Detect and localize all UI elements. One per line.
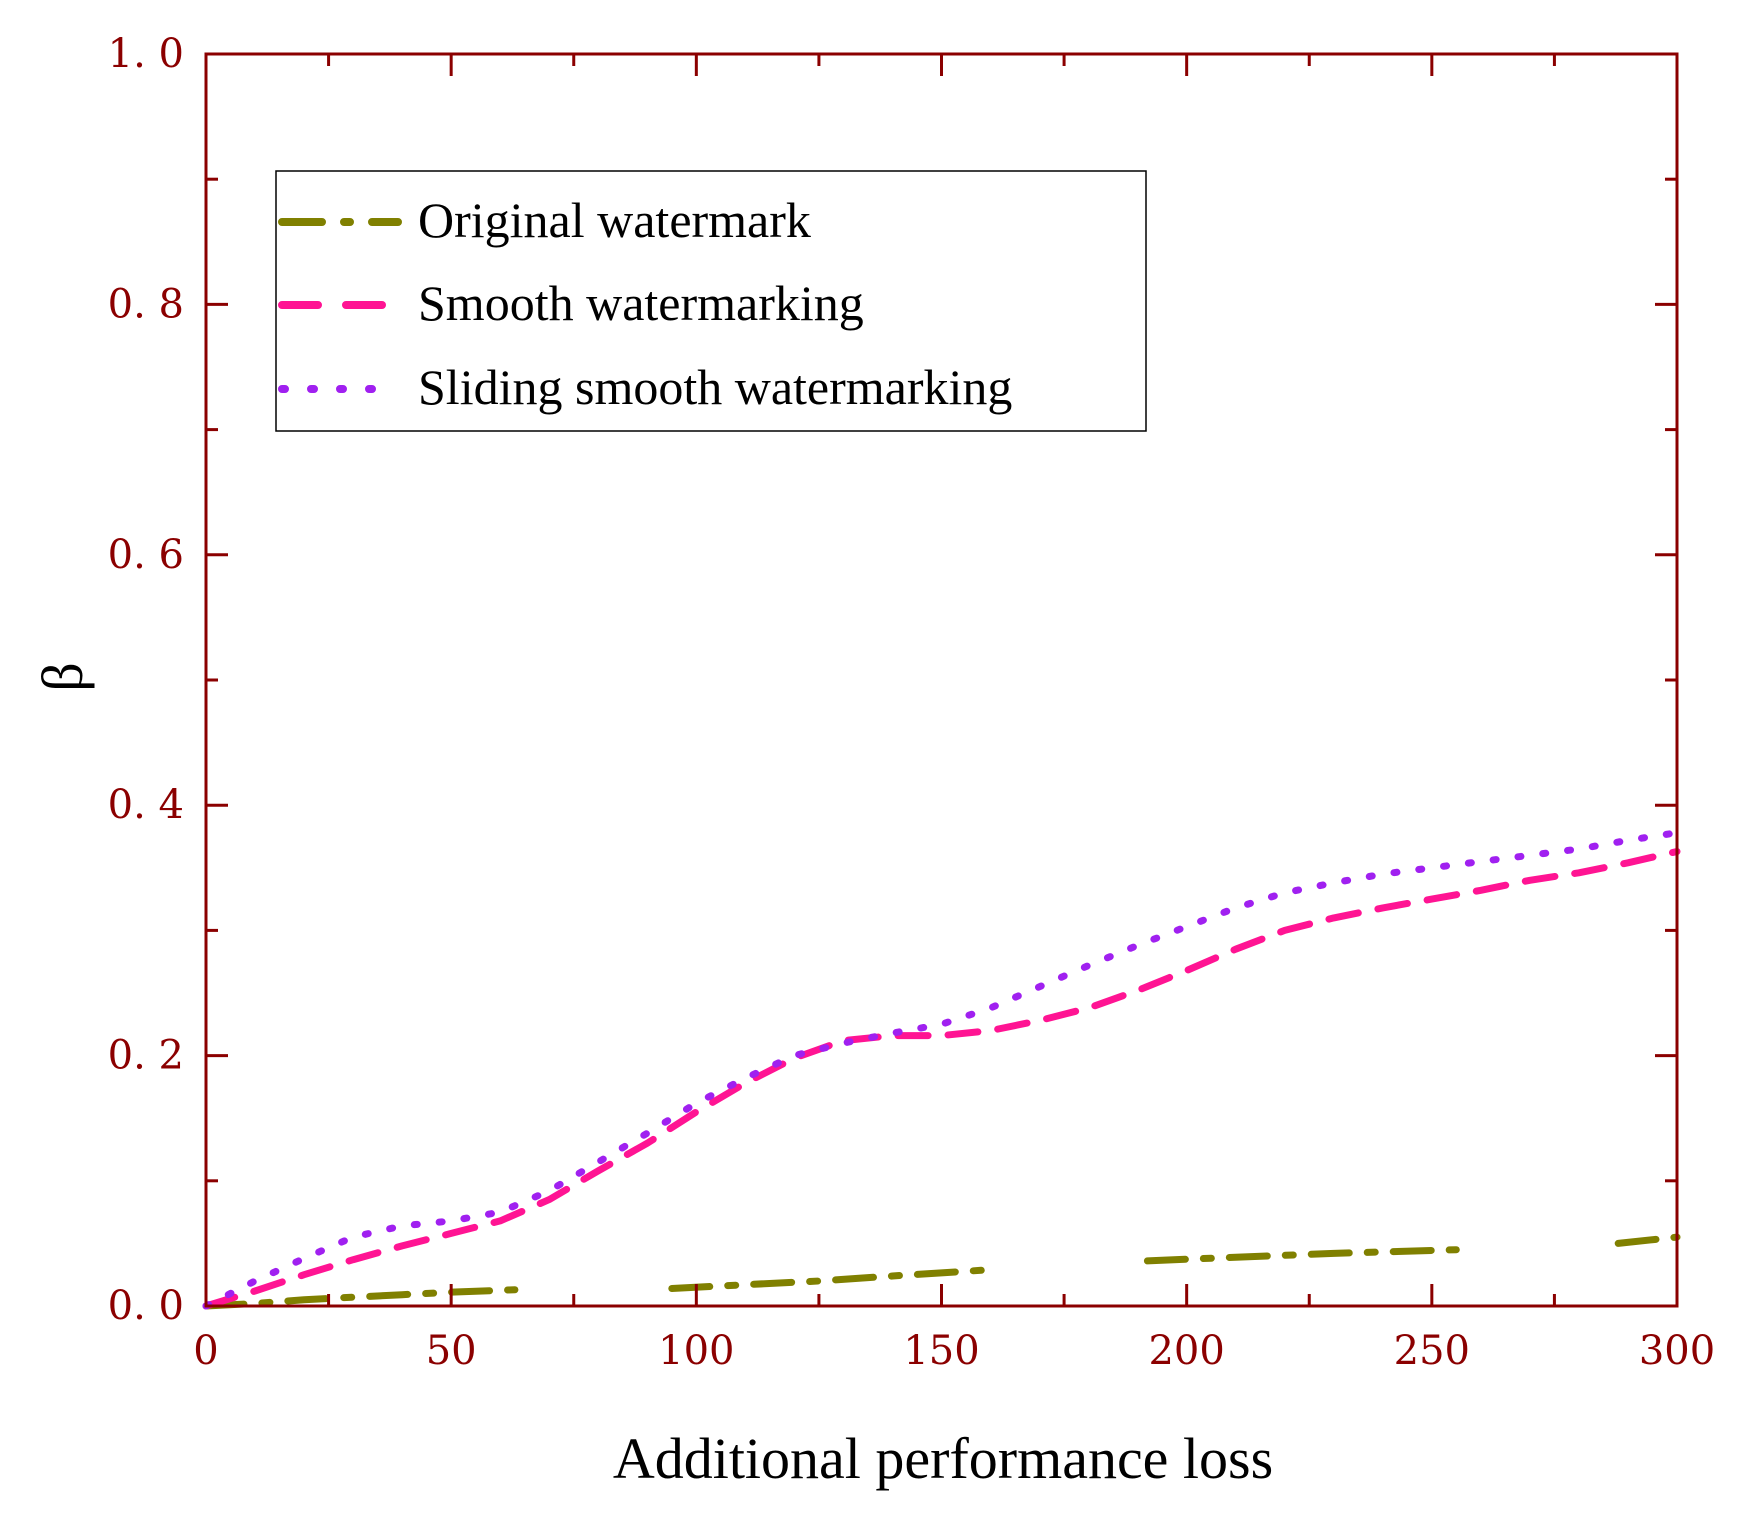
legend-label-original-watermark: Original watermark xyxy=(418,192,811,248)
y-tick-label: 0. 2 xyxy=(108,1033,184,1079)
y-tick-labels: 0. 0 0. 2 0. 4 0. 6 0. 8 1. 0 xyxy=(108,31,184,1329)
x-tick-label: 150 xyxy=(903,1328,979,1374)
y-tick-label: 1. 0 xyxy=(108,31,184,77)
y-tick-label: 0. 0 xyxy=(108,1283,184,1329)
y-tick-label: 0. 4 xyxy=(108,782,184,828)
x-tick-label: 0 xyxy=(193,1328,218,1374)
y-tick-label: 0. 6 xyxy=(108,532,184,578)
legend-label-sliding-smooth-watermarking: Sliding smooth watermarking xyxy=(418,359,1012,415)
series-line-smooth-watermarking xyxy=(202,848,1681,1310)
x-tick-label: 100 xyxy=(658,1328,734,1374)
series-line-original-watermark xyxy=(1143,1246,1460,1265)
axis-ticks xyxy=(204,52,1679,1308)
plot-lines xyxy=(202,829,1681,1310)
series-line-original-watermark xyxy=(1614,1233,1681,1247)
y-tick-label: 0. 8 xyxy=(108,281,184,327)
legend-label-smooth-watermarking: Smooth watermarking xyxy=(418,275,864,331)
x-tick-label: 200 xyxy=(1148,1328,1224,1374)
legend: Original watermark Smooth watermarking S… xyxy=(275,170,1147,432)
series-line-sliding-smooth-watermarking xyxy=(202,829,1681,1310)
x-tick-label: 50 xyxy=(426,1328,477,1374)
legend-box xyxy=(275,170,1147,432)
x-axis-title: Additional performance loss xyxy=(613,1426,1273,1491)
series-line-original-watermark xyxy=(668,1266,994,1292)
x-tick-label: 300 xyxy=(1639,1328,1715,1374)
x-tick-labels: 0 50 100 150 200 250 300 xyxy=(193,1328,1715,1374)
x-tick-label: 250 xyxy=(1394,1328,1470,1374)
y-axis-title: β xyxy=(30,662,95,692)
